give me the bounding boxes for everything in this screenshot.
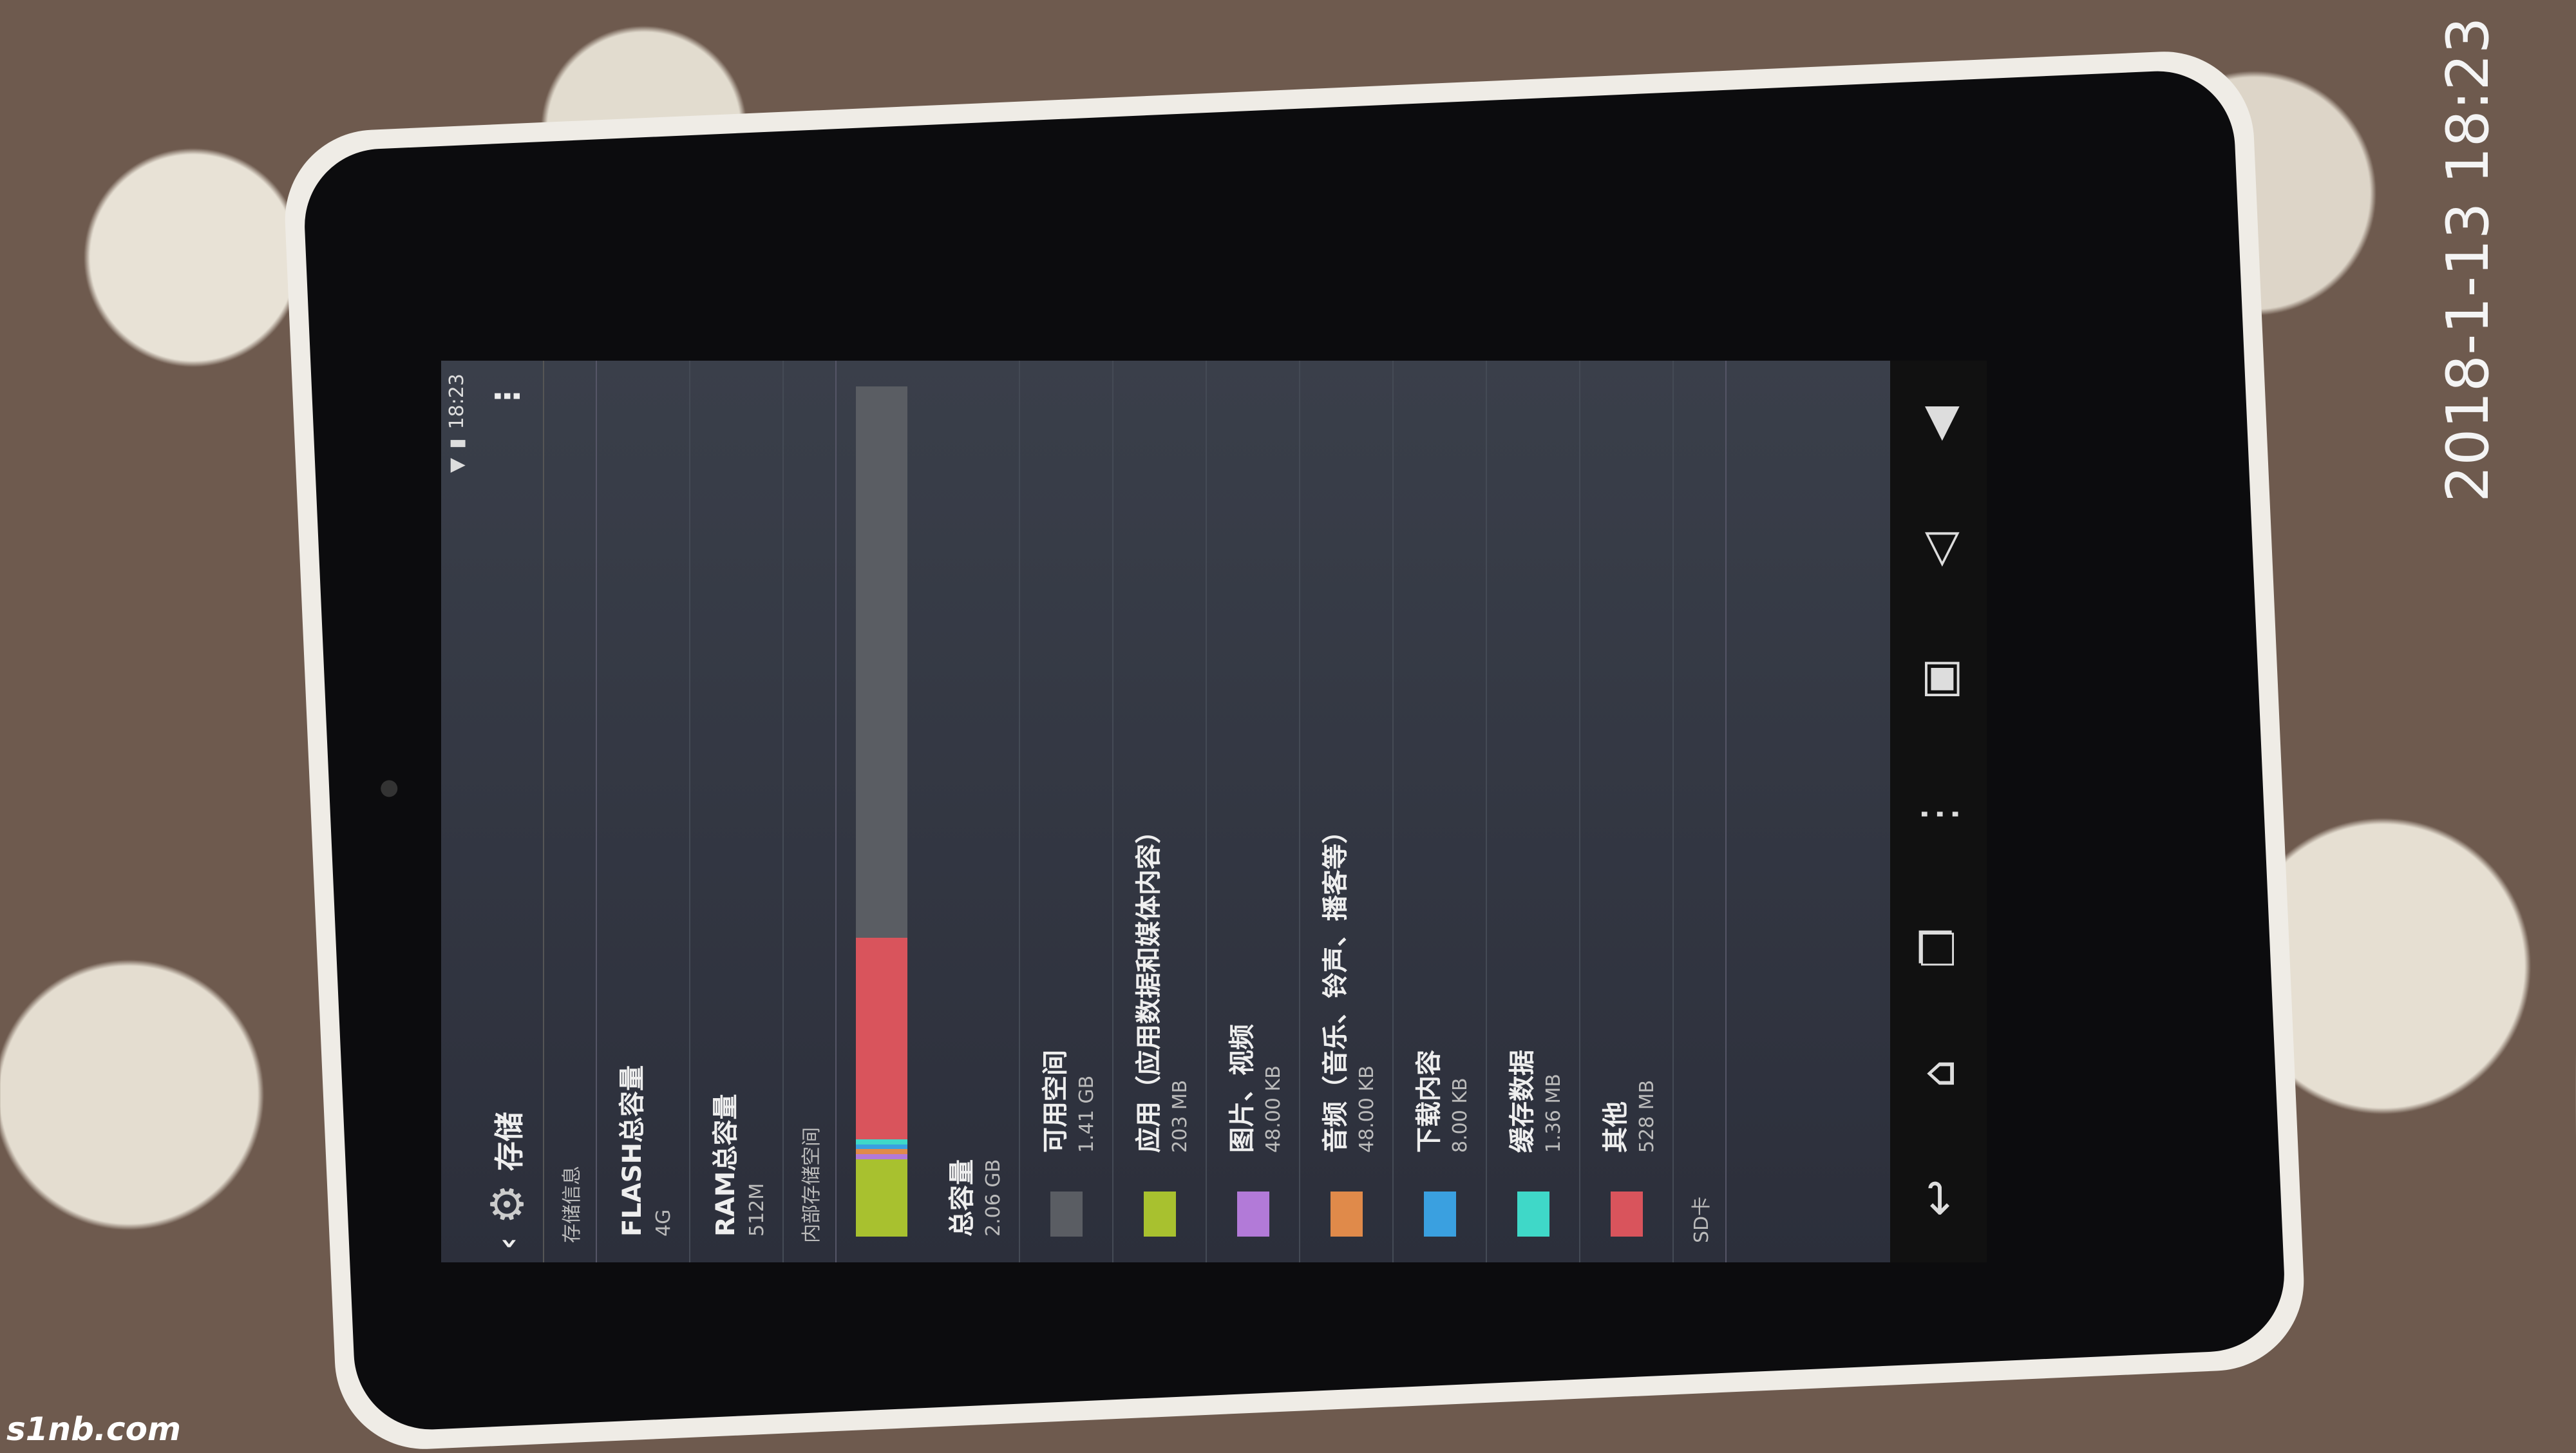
usage-segment bbox=[856, 1139, 907, 1144]
section-sd-card: SD卡 bbox=[1674, 361, 1727, 1262]
navigation-bar: ↩ ⌂ ❐ ⋮ ▣ ◁ ◀ bbox=[1890, 361, 1987, 1262]
camera bbox=[380, 779, 398, 797]
settings-gear-icon[interactable]: ⚙ bbox=[481, 1184, 534, 1225]
recents-icon[interactable]: ❐ bbox=[1912, 927, 1965, 969]
category-value: 48.00 KB bbox=[1356, 1065, 1378, 1153]
category-label: 下载内容 bbox=[1414, 1050, 1444, 1153]
color-swatch bbox=[1423, 1192, 1456, 1237]
usage-segment bbox=[856, 1154, 907, 1159]
usage-segment bbox=[856, 937, 907, 1139]
back-chevron-icon[interactable]: ‹ bbox=[490, 1237, 525, 1249]
storage-category-row[interactable]: 可用空间 1.41 GB bbox=[1020, 361, 1113, 1262]
category-value: 203 MB bbox=[1169, 1079, 1191, 1153]
color-swatch bbox=[1236, 1192, 1269, 1237]
home-icon[interactable]: ⌂ bbox=[1912, 1059, 1965, 1088]
watermark: s1nb.com bbox=[6, 1410, 182, 1448]
back-icon[interactable]: ↩ bbox=[1912, 1179, 1965, 1217]
storage-usage-bar bbox=[856, 386, 907, 1237]
storage-category-row[interactable]: 缓存数据 1.36 MB bbox=[1487, 361, 1580, 1262]
category-label: 可用空间 bbox=[1041, 1050, 1070, 1153]
status-time: 18:23 bbox=[445, 374, 468, 430]
category-value: 1.36 MB bbox=[1542, 1074, 1565, 1153]
storage-category-row[interactable]: 其他 528 MB bbox=[1580, 361, 1674, 1262]
usage-segment bbox=[856, 1144, 907, 1150]
total-capacity: 总容量 2.06 GB bbox=[927, 361, 1020, 1262]
menu-icon[interactable]: ⋮ bbox=[1912, 792, 1965, 837]
storage-category-row[interactable]: 应用（应用数据和媒体内容） 203 MB bbox=[1113, 361, 1207, 1262]
flash-capacity: FLASH总容量 4G bbox=[597, 361, 690, 1262]
usage-segment bbox=[856, 1149, 907, 1154]
page-title: 存储 bbox=[492, 1112, 527, 1172]
volume-up-icon[interactable]: ◀ bbox=[1912, 406, 1965, 441]
category-label: 音频（音乐、铃声、播客等） bbox=[1321, 818, 1350, 1153]
overflow-menu-icon[interactable]: ⋮ bbox=[489, 380, 526, 412]
color-swatch bbox=[1610, 1192, 1643, 1237]
color-swatch bbox=[1050, 1192, 1083, 1237]
category-label: 其他 bbox=[1601, 1101, 1631, 1153]
usage-segment bbox=[856, 1159, 907, 1237]
category-label: 应用（应用数据和媒体内容） bbox=[1134, 818, 1164, 1153]
ram-label: RAM总容量 bbox=[711, 1094, 741, 1237]
total-label: 总容量 bbox=[947, 1159, 977, 1237]
category-value: 1.41 GB bbox=[1075, 1075, 1098, 1153]
category-label: 缓存数据 bbox=[1508, 1050, 1537, 1153]
section-internal: 内部存储空间 bbox=[784, 361, 837, 1262]
storage-category-row[interactable]: 图片、视频 48.00 KB bbox=[1207, 361, 1300, 1262]
storage-category-row[interactable]: 音频（音乐、铃声、播客等） 48.00 KB bbox=[1300, 361, 1394, 1262]
photo-timestamp: 2018-1-13 18:23 bbox=[2434, 17, 2502, 502]
storage-category-row[interactable]: 下载内容 8.00 KB bbox=[1394, 361, 1487, 1262]
color-swatch bbox=[1330, 1192, 1363, 1237]
ram-value: 512M bbox=[746, 1182, 768, 1237]
section-storage-info: 存储信息 bbox=[544, 361, 597, 1262]
ram-capacity: RAM总容量 512M bbox=[690, 361, 784, 1262]
status-bar: ▼ ▮ 18:23 bbox=[441, 361, 472, 1262]
category-label: 图片、视频 bbox=[1227, 1024, 1257, 1153]
action-bar: ‹ ⚙ 存储 ⋮ bbox=[472, 361, 544, 1262]
total-value: 2.06 GB bbox=[982, 1159, 1005, 1237]
screenshot-icon[interactable]: ▣ bbox=[1912, 658, 1965, 701]
color-swatch bbox=[1517, 1192, 1549, 1237]
wifi-icon: ▼ bbox=[445, 457, 468, 473]
battery-icon: ▮ bbox=[445, 438, 468, 449]
category-value: 528 MB bbox=[1636, 1079, 1658, 1153]
category-value: 48.00 KB bbox=[1262, 1065, 1285, 1153]
color-swatch bbox=[1143, 1192, 1176, 1237]
volume-down-icon[interactable]: ◁ bbox=[1912, 532, 1965, 567]
usage-segment bbox=[856, 386, 907, 938]
storage-screen: ▼ ▮ 18:23 ‹ ⚙ 存储 ⋮ 存储信息 FLASH总容量 4G RAM总… bbox=[441, 361, 1987, 1262]
flash-label: FLASH总容量 bbox=[618, 1065, 647, 1237]
category-value: 8.00 KB bbox=[1449, 1078, 1472, 1153]
flash-value: 4G bbox=[652, 1209, 675, 1237]
